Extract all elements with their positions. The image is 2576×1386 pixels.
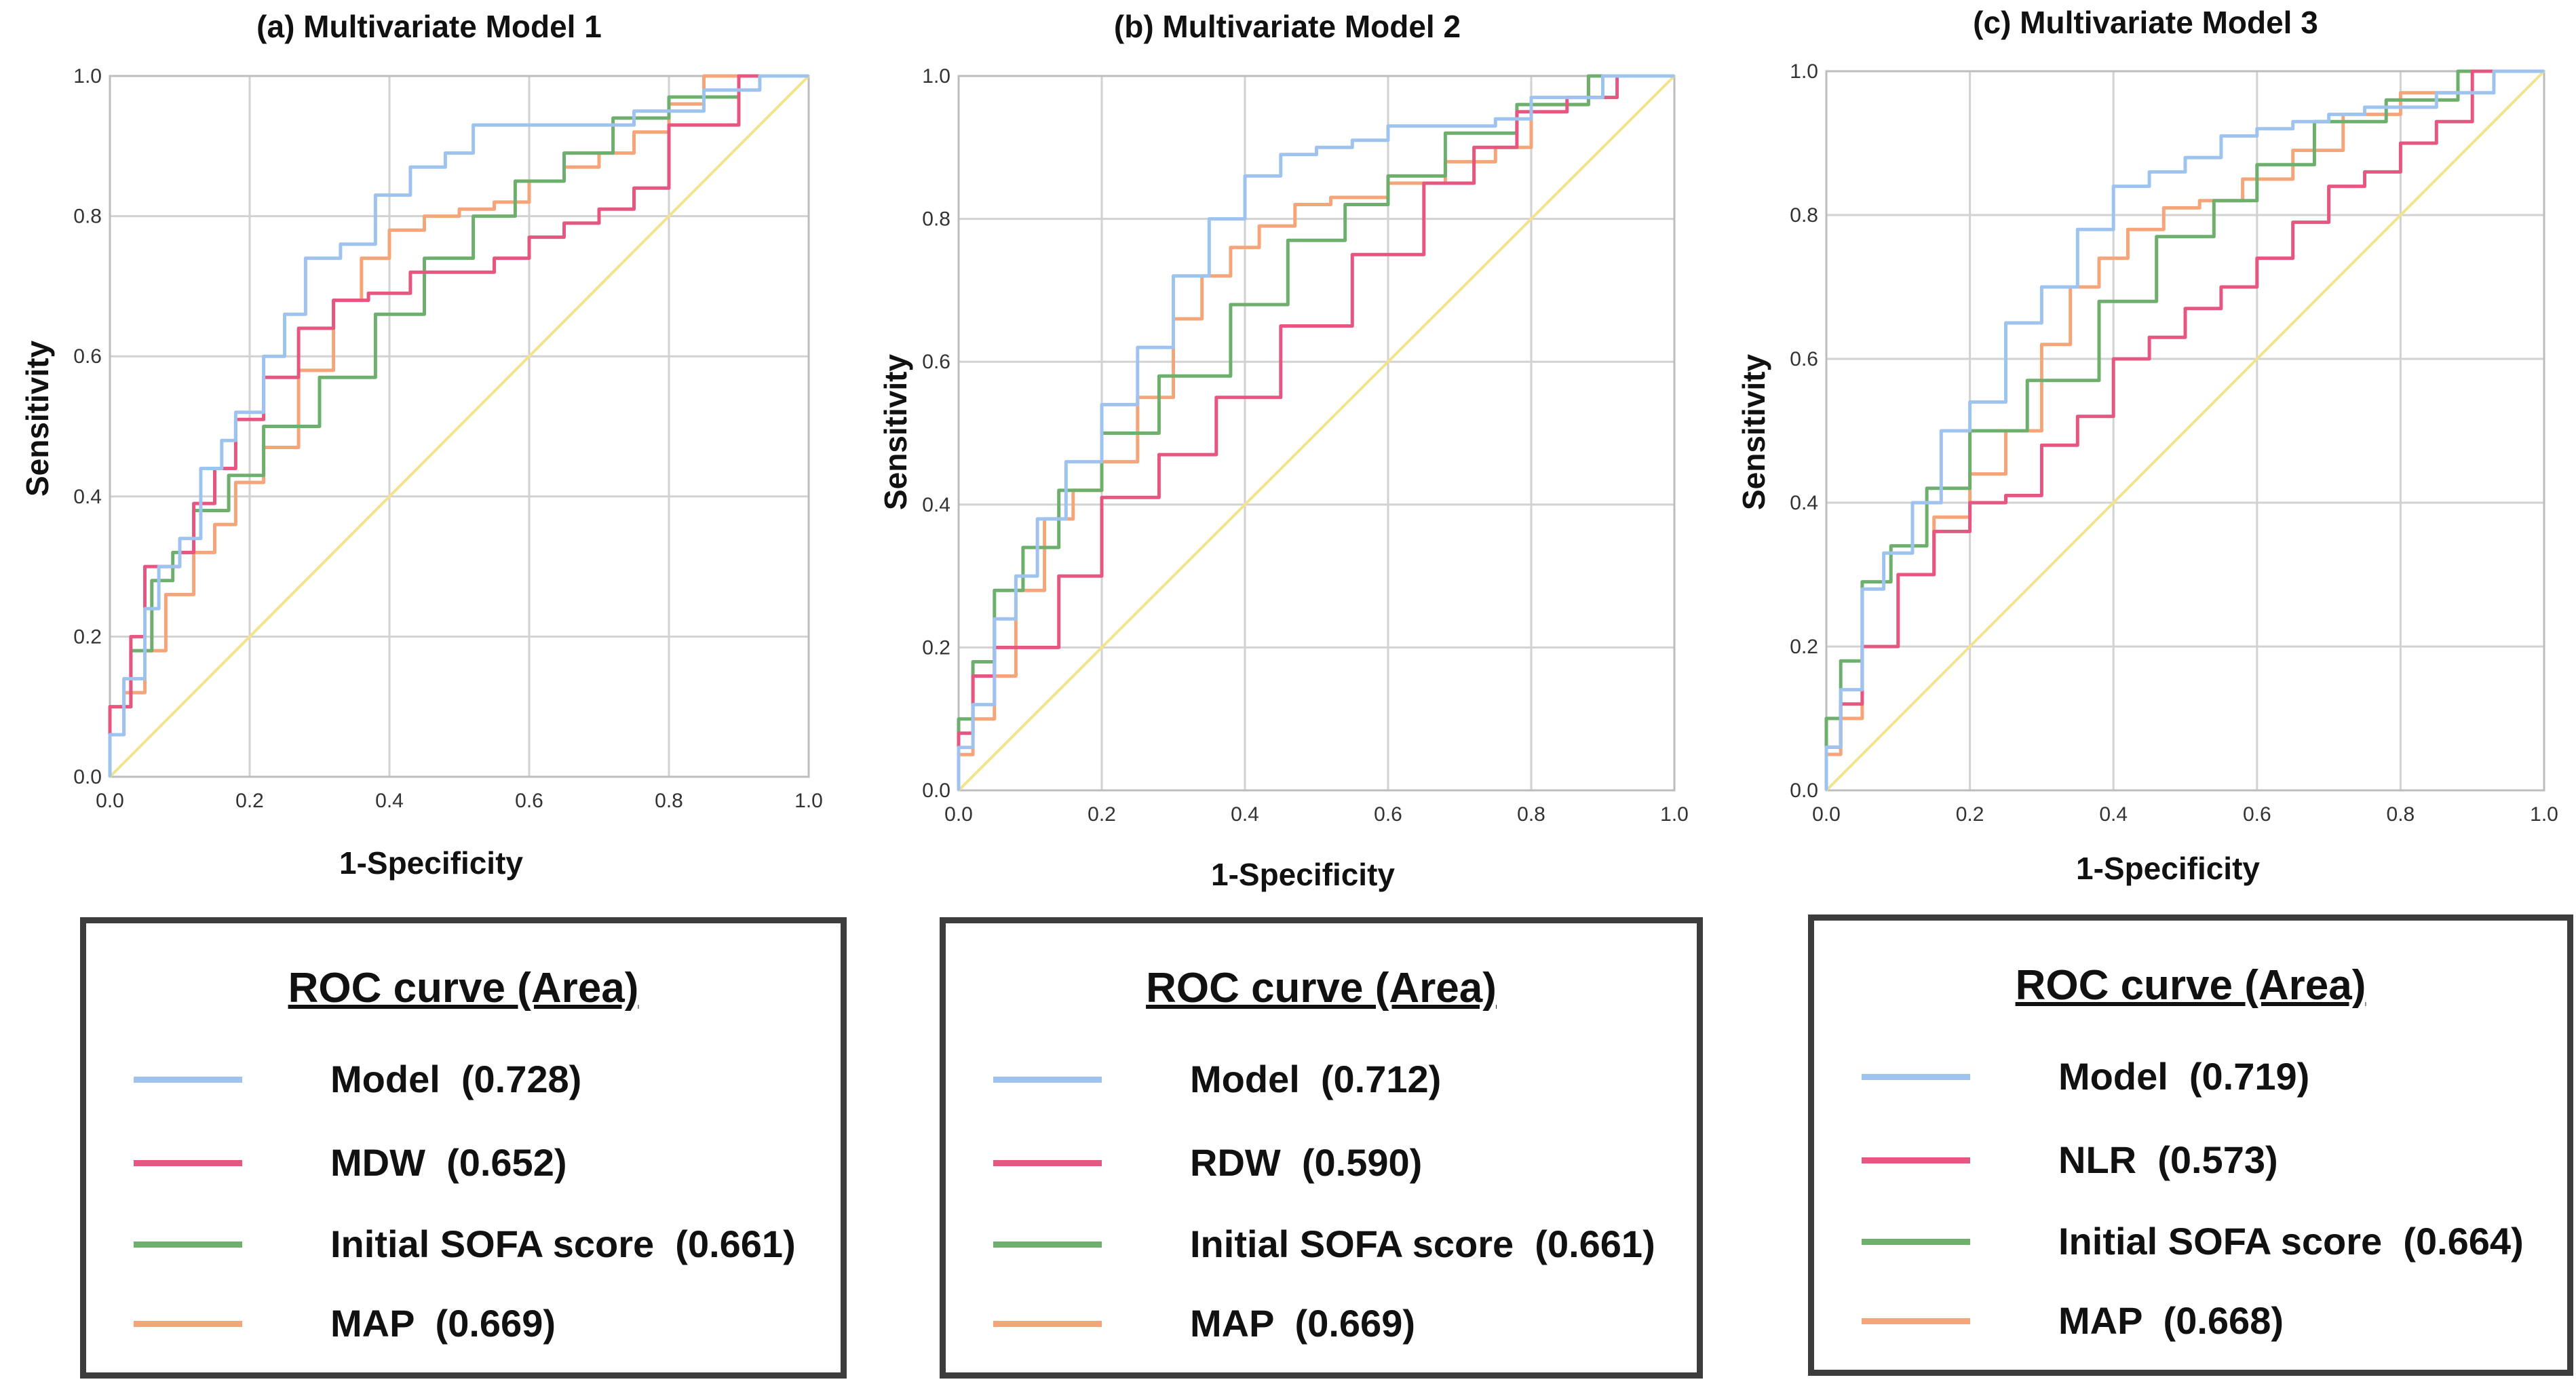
legend-label: MAP (0.669) (1190, 1302, 1415, 1345)
legend-swatch-nlr (1862, 1157, 1970, 1163)
legend-swatch-initial-sofa-score (134, 1241, 242, 1248)
legend-label: MDW (0.652) (330, 1141, 567, 1184)
x-tick-label: 0.2 (1088, 803, 1116, 826)
legend-label: Model (0.712) (1190, 1058, 1442, 1100)
x-tick-label: 0.8 (2387, 803, 2415, 826)
x-tick-label: 0.0 (1812, 803, 1841, 826)
y-tick-label: 0.4 (922, 494, 950, 516)
x-tick-label: 1.0 (2530, 803, 2558, 826)
y-axis-label: Sensitivity (20, 340, 55, 497)
legend-swatch-mdw (134, 1160, 242, 1166)
roc-curve-nlr (1824, 69, 2544, 790)
legend-label: Model (0.719) (2058, 1055, 2310, 1098)
legend-label: Initial SOFA score (0.661) (330, 1223, 796, 1265)
roc-curve-model (957, 74, 1674, 790)
y-tick-label: 0.2 (73, 625, 102, 648)
panel-multivariate-model-3: (c) Multivariate Model 3 0.0 0.2 0.4 0.6 0.8… (1716, 0, 2575, 1386)
legend-swatch-map (134, 1321, 242, 1327)
x-tick-label: 0.6 (1374, 803, 1402, 826)
roc-curve-model (108, 74, 809, 777)
legend-title: ROC curve (Area) (1146, 965, 1497, 1012)
legend-title: ROC curve (Area) (288, 965, 639, 1012)
legend-swatch-model (1862, 1074, 1970, 1080)
x-tick-label: 0.0 (944, 803, 973, 826)
reference-line (1825, 70, 2545, 792)
chart-title: (b) Multivariate Model 2 (1113, 9, 1461, 44)
legend-swatch-initial-sofa-score (1862, 1239, 1970, 1245)
y-tick-label: 0.8 (922, 208, 950, 231)
x-tick-label: 0.8 (1517, 803, 1545, 826)
x-axis-label: 1-Specificity (1211, 857, 1395, 892)
y-tick-label: 0.2 (922, 636, 950, 659)
legend-swatch-map (993, 1321, 1102, 1327)
x-tick-label: 0.0 (96, 790, 124, 812)
y-tick-label: 0.6 (1790, 348, 1818, 370)
y-tick-label: 0.4 (73, 486, 102, 508)
reference-line (957, 75, 1676, 792)
y-tick-label: 0.0 (73, 766, 102, 788)
y-axis-label: Sensitivity (878, 353, 913, 511)
x-tick-label: 0.6 (2243, 803, 2271, 826)
y-tick-label: 1.0 (73, 65, 102, 88)
legend-label: Model (0.728) (330, 1058, 582, 1100)
roc-curve-initial-sofa-score (957, 74, 1674, 790)
roc-plot: 0.0 0.2 0.4 0.6 0.8 1.0 0.0 0.2 0.4 0.6 0.8 1.0 (73, 65, 823, 812)
x-tick-label: 0.8 (655, 790, 683, 812)
y-tick-label: 0.4 (1790, 492, 1818, 514)
x-tick-label: 0.4 (1231, 803, 1259, 826)
y-tick-label: 0.0 (1790, 779, 1818, 802)
roc-plot: 0.0 0.2 0.4 0.6 0.8 1.0 0.0 0.2 0.4 0.6 0.8 1.0 (1790, 60, 2558, 826)
x-tick-label: 0.4 (375, 790, 404, 812)
x-axis-label: 1-Specificity (339, 845, 523, 881)
legend-swatch-model (134, 1077, 242, 1083)
plot-frame (1825, 70, 2545, 792)
legend: ROC curve (Area) Model (0.719) NLR (0.57… (1808, 915, 2573, 1376)
roc-plot: 0.0 0.2 0.4 0.6 0.8 1.0 0.0 0.2 0.4 0.6 0.8 1.0 (922, 65, 1689, 826)
y-tick-label: 1.0 (1790, 60, 1818, 83)
y-tick-label: 0.8 (1790, 204, 1818, 227)
chart-title: (a) Multivariate Model 1 (256, 9, 602, 44)
legend-swatch-rdw (993, 1160, 1102, 1166)
y-tick-label: 0.0 (922, 779, 950, 802)
reference-line (109, 75, 810, 778)
panel-multivariate-model-1: (a) Multivariate Model 1 0.0 0.2 0.4 0.6 0.8… (0, 0, 858, 1386)
legend: ROC curve (Area) Model (0.728) MDW (0.65… (80, 917, 847, 1379)
x-tick-label: 0.2 (235, 790, 264, 812)
legend-label: Initial SOFA score (0.664) (2058, 1220, 2524, 1263)
y-tick-label: 0.6 (922, 351, 950, 373)
legend-label: Initial SOFA score (0.661) (1190, 1223, 1655, 1265)
legend: ROC curve (Area) Model (0.712) RDW (0.59… (940, 917, 1703, 1379)
x-tick-label: 0.6 (515, 790, 543, 812)
x-tick-label: 1.0 (794, 790, 823, 812)
legend-label: RDW (0.590) (1190, 1141, 1423, 1184)
y-tick-label: 0.6 (73, 345, 102, 368)
plot-frame (109, 75, 810, 778)
legend-swatch-model (993, 1077, 1102, 1083)
chart-title: (c) Multivariate Model 3 (1973, 5, 2318, 40)
roc-curve-model (1824, 69, 2544, 790)
legend-swatch-map (1862, 1318, 1970, 1324)
legend-label: NLR (0.573) (2058, 1138, 2278, 1181)
x-tick-label: 1.0 (1660, 803, 1689, 826)
legend-title: ROC curve (Area) (2015, 962, 2366, 1009)
legend-label: MAP (0.668) (2058, 1299, 2284, 1342)
legend-label: MAP (0.669) (330, 1302, 556, 1345)
y-axis-label: Sensitivity (1736, 353, 1771, 511)
x-tick-label: 0.4 (2099, 803, 2128, 826)
y-tick-label: 0.2 (1790, 636, 1818, 658)
y-tick-label: 0.8 (73, 206, 102, 228)
plot-frame (957, 75, 1676, 792)
y-tick-label: 1.0 (922, 65, 950, 88)
panel-multivariate-model-2: (b) Multivariate Model 2 0.0 0.2 0.4 0.6 0.8… (858, 0, 1716, 1386)
x-tick-label: 0.2 (1956, 803, 1984, 826)
x-axis-label: 1-Specificity (2076, 851, 2260, 886)
legend-swatch-initial-sofa-score (993, 1241, 1102, 1248)
